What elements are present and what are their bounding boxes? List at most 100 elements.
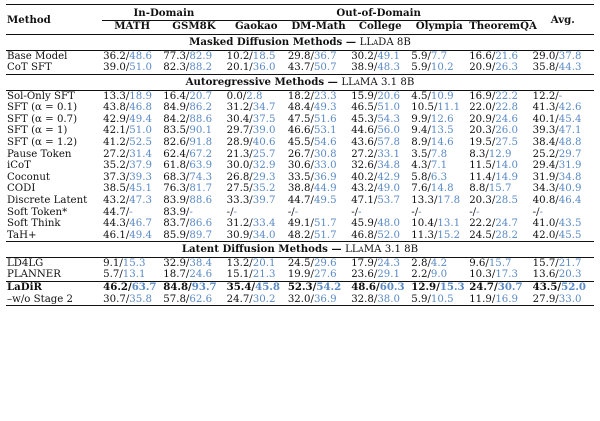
table-cell: 32.0/36.9 (286, 293, 351, 307)
value-secondary: 45.1 (129, 183, 152, 195)
value-primary: 31.2/ (226, 102, 253, 114)
header-row-2: MATH GSM8K Gaokao DM-Math College Olympi… (6, 20, 594, 35)
value-secondary: 11.1 (437, 102, 461, 114)
table-cell: 30.2/49.1 (350, 49, 411, 63)
table-cell: 8.3/12.9 (468, 149, 531, 161)
value-secondary: 13.1 (122, 269, 146, 281)
value-primary: 43.7/ (287, 62, 314, 74)
value-primary: 44.3/ (103, 218, 130, 230)
value-secondary: 86.6 (189, 218, 213, 230)
method-name: Base Model (6, 49, 103, 63)
value-primary: 42.0/ (532, 229, 559, 241)
value-secondary: 86.2 (189, 102, 213, 114)
value-primary: 27.5/ (226, 183, 253, 195)
table-cell: 10.3/17.3 (468, 269, 531, 281)
value-primary: 3.5/ (411, 148, 431, 160)
table-cell: 19.9/27.6 (287, 269, 350, 281)
value-primary: 20.1/ (226, 62, 253, 74)
value-secondary: 51.0 (129, 125, 152, 137)
value-secondary: 25.7 (252, 148, 276, 160)
table-cell: 82.3/88.2 (162, 62, 225, 74)
results-table: Method In-Domain Out-of-Domain Avg. MATH… (6, 3, 594, 307)
value-primary: 52.3/ (287, 281, 317, 294)
value-primary: -/ (351, 206, 359, 218)
value-secondary: 45.4 (558, 113, 582, 125)
value-secondary: 4.2 (430, 257, 448, 269)
value-primary: 38.9/ (351, 62, 378, 74)
value-primary: 83.9/ (163, 206, 190, 218)
value-secondary: 50.7 (313, 62, 337, 74)
col-header-gaokao: Gaokao (234, 19, 278, 32)
value-secondary: 21.3 (252, 269, 276, 281)
value-secondary: 7.1 (430, 160, 448, 172)
value-secondary: 47.1 (558, 125, 582, 137)
value-primary: 42.1/ (103, 125, 130, 137)
value-secondary: 2.8 (246, 90, 263, 102)
value-secondary: 15.3 (122, 257, 146, 269)
method-name: Soft Think (7, 218, 61, 230)
value-primary: 10.3/ (469, 269, 496, 281)
value-primary: 76.3/ (163, 183, 190, 195)
value-primary: 41.3/ (532, 102, 559, 114)
table-cell: 43.2/49.0 (350, 183, 410, 195)
table-cell: 43.2/47.3 (102, 195, 162, 207)
value-primary: 46.8/ (351, 229, 378, 241)
value-secondary: 23.3 (313, 90, 337, 102)
value-primary: 30.7/ (103, 293, 130, 305)
value-primary: 11.9/ (469, 293, 496, 305)
table-cell: 9.1/15.3 (102, 256, 163, 270)
method-name: Pause Token (7, 148, 72, 160)
value-primary: 48.2/ (287, 229, 314, 241)
section-title-text: Autoregressive Methods — (185, 75, 338, 88)
value-primary: 20.3/ (469, 194, 496, 206)
value-secondary: 51.0 (129, 62, 152, 74)
value-primary: 45.9/ (351, 218, 378, 230)
value-primary: -/ (469, 206, 477, 218)
table-cell: 5.9/10.2 (410, 62, 468, 74)
value-secondary: - (539, 206, 543, 218)
table-cell: 22.0/22.8 (468, 102, 531, 114)
table-cell: 11.5/14.0 (468, 160, 531, 172)
value-primary: 33.3/ (226, 194, 253, 206)
value-primary: 39.3/ (532, 125, 559, 137)
value-secondary: 45.8 (255, 281, 280, 294)
value-primary: 4.3/ (411, 160, 431, 172)
value-secondary: 48.6 (129, 50, 152, 62)
table-cell: 32.6/34.8 (350, 160, 410, 172)
value-primary: 13.2/ (226, 257, 253, 269)
value-primary: 30.0/ (226, 160, 253, 172)
value-primary: 37.3/ (103, 171, 130, 183)
value-primary: 43.2/ (351, 183, 378, 195)
section-header-row: Latent Diffusion Methods — LLaMA 3.1 8B (6, 241, 594, 258)
value-primary: 46.2/ (103, 281, 132, 294)
method-name: SFT (α = 1.2) (7, 136, 78, 148)
value-primary: 12.2/ (532, 90, 559, 102)
method-name: CODI (7, 183, 36, 195)
method-name: iCoT (7, 160, 31, 172)
value-primary: 15.1/ (226, 269, 253, 281)
table-cell: 29.4/31.9 (532, 160, 594, 172)
value-secondary: 51.6 (313, 113, 337, 125)
value-secondary: 49.4 (129, 113, 152, 125)
value-secondary: 48.0 (377, 218, 400, 230)
table-cell: -/- (468, 207, 531, 219)
table-cell: 17.9/24.3 (350, 256, 411, 270)
table-cell: 2.2/9.0 (410, 269, 468, 281)
value-primary: 24.5/ (469, 229, 496, 241)
value-primary: 24.7/ (469, 281, 498, 294)
table-cell: 41.2/52.5 (102, 137, 162, 149)
value-secondary: - (294, 206, 299, 218)
table-cell: 42.1/51.0 (102, 125, 162, 137)
value-primary: 9.9/ (411, 113, 431, 125)
value-secondary: 49.5 (313, 194, 337, 206)
table-cell: 29.8/36.7 (286, 49, 351, 63)
table-cell: 20.3/28.5 (468, 195, 531, 207)
table-cell: 39.0/51.0 (102, 62, 162, 74)
value-primary: 47.1/ (351, 194, 378, 206)
value-primary: 9.1/ (103, 257, 123, 269)
value-primary: 38.4/ (532, 136, 559, 148)
table-cell: -/- (226, 207, 287, 219)
table-cell: 27.9/33.0 (531, 293, 594, 307)
table-cell: 13.2/20.1 (225, 256, 287, 270)
value-primary: 23.6/ (351, 269, 378, 281)
